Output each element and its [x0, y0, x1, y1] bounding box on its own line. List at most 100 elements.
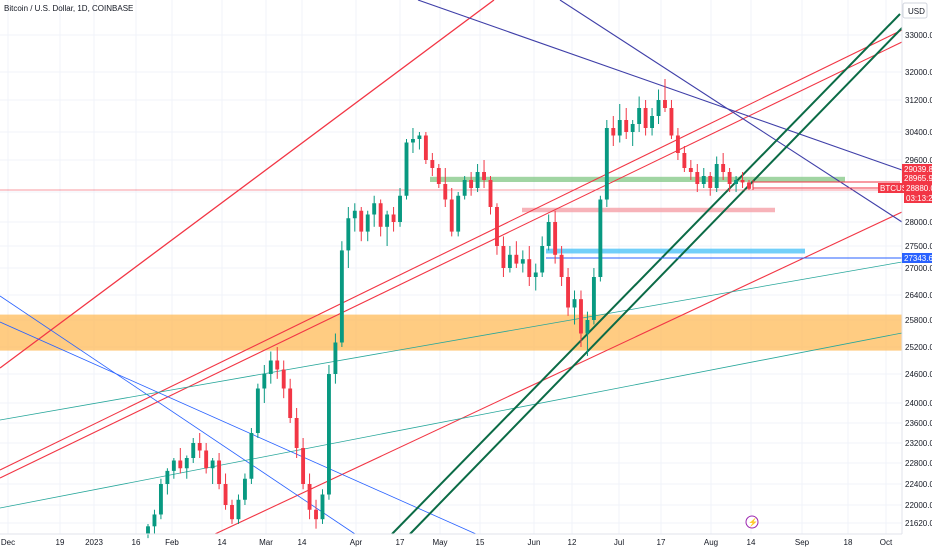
- candle[interactable]: [546, 214, 551, 251]
- candle[interactable]: [165, 468, 170, 495]
- green-thin-lower[interactable]: [0, 332, 903, 509]
- candle[interactable]: [158, 478, 163, 520]
- candle[interactable]: [301, 438, 306, 490]
- candle[interactable]: [482, 160, 486, 188]
- candle[interactable]: [307, 473, 312, 520]
- candle[interactable]: [501, 236, 506, 277]
- candle[interactable]: [411, 128, 415, 153]
- time-axis[interactable]: Dec 19 2023 16 Feb 14 Mar 14 Apr 17 May 15 Jun 12 Jul 1…: [0, 533, 902, 547]
- candle[interactable]: [598, 195, 603, 282]
- candle[interactable]: [449, 188, 454, 237]
- blue-downtrend-2[interactable]: [0, 321, 477, 535]
- candle[interactable]: [643, 100, 648, 136]
- candle[interactable]: [320, 489, 325, 524]
- candle[interactable]: [230, 499, 234, 524]
- candle[interactable]: [281, 360, 286, 399]
- candle[interactable]: [443, 168, 448, 207]
- candle[interactable]: [152, 509, 157, 534]
- candle[interactable]: [223, 473, 228, 510]
- candle[interactable]: [675, 128, 680, 160]
- candle[interactable]: [585, 311, 590, 356]
- candle[interactable]: [727, 168, 732, 192]
- event-marker[interactable]: ⚡: [745, 515, 759, 529]
- price-axis[interactable]: 33000.00 32000.00 31200.00 30400.00 29600.00…: [901, 0, 932, 550]
- candle[interactable]: [540, 236, 545, 277]
- candle[interactable]: [617, 104, 622, 143]
- currency-button[interactable]: USD: [902, 2, 928, 19]
- candle[interactable]: [430, 153, 435, 176]
- candle[interactable]: [262, 365, 267, 403]
- candle[interactable]: [663, 79, 667, 112]
- candle[interactable]: [572, 290, 577, 325]
- candle[interactable]: [294, 408, 299, 458]
- candle[interactable]: [236, 494, 241, 524]
- candle[interactable]: [171, 458, 176, 479]
- candle[interactable]: [559, 246, 564, 286]
- candle[interactable]: [637, 96, 642, 133]
- red-channel-mid-2[interactable]: [0, 41, 903, 479]
- candle[interactable]: [611, 116, 616, 146]
- candle[interactable]: [533, 263, 538, 291]
- candle[interactable]: [178, 448, 183, 474]
- candle[interactable]: [184, 455, 189, 479]
- candle[interactable]: [197, 433, 202, 458]
- candle[interactable]: [701, 168, 706, 188]
- candle[interactable]: [372, 195, 377, 227]
- candle[interactable]: [327, 365, 331, 500]
- candle[interactable]: [242, 473, 247, 506]
- candle[interactable]: [650, 108, 655, 136]
- pink-zone[interactable]: [522, 207, 775, 213]
- candle[interactable]: [566, 268, 570, 316]
- candle[interactable]: [507, 246, 512, 273]
- green-bold-2[interactable]: [409, 27, 903, 535]
- candle[interactable]: [591, 268, 596, 325]
- candle[interactable]: [204, 443, 209, 474]
- candle[interactable]: [436, 164, 441, 188]
- green-thin-upper[interactable]: [0, 261, 903, 421]
- candle[interactable]: [630, 120, 635, 146]
- candle[interactable]: [714, 156, 719, 193]
- candle[interactable]: [346, 207, 351, 268]
- blue-zone[interactable]: [546, 248, 805, 254]
- green-zone[interactable]: [430, 176, 845, 182]
- candle[interactable]: [579, 290, 583, 348]
- candle[interactable]: [747, 180, 751, 190]
- candle[interactable]: [682, 146, 687, 172]
- candle[interactable]: [495, 203, 499, 255]
- candle[interactable]: [333, 333, 338, 384]
- candle[interactable]: [210, 458, 215, 484]
- candle[interactable]: [514, 241, 519, 268]
- candle[interactable]: [688, 160, 693, 180]
- candle[interactable]: [249, 428, 254, 484]
- candle[interactable]: [365, 210, 370, 242]
- candle[interactable]: [391, 207, 396, 232]
- candle[interactable]: [462, 176, 467, 200]
- red-channel-upper[interactable]: [0, 0, 495, 369]
- candle[interactable]: [404, 139, 409, 200]
- candle[interactable]: [255, 383, 260, 438]
- candle[interactable]: [378, 199, 383, 237]
- candle[interactable]: [527, 246, 532, 286]
- candle[interactable]: [359, 207, 364, 242]
- candle[interactable]: [488, 176, 493, 215]
- candle[interactable]: [740, 172, 745, 188]
- candle[interactable]: [475, 164, 480, 192]
- candle[interactable]: [275, 347, 280, 379]
- candle[interactable]: [288, 378, 293, 423]
- candle[interactable]: [656, 89, 661, 125]
- candle[interactable]: [520, 250, 525, 273]
- candle[interactable]: [217, 453, 222, 490]
- candle[interactable]: [146, 523, 150, 539]
- candle[interactable]: [721, 153, 726, 180]
- navy-downtrend-2[interactable]: [559, 0, 903, 223]
- candle[interactable]: [553, 210, 558, 264]
- candle[interactable]: [191, 438, 196, 463]
- candle[interactable]: [734, 176, 739, 192]
- candle[interactable]: [624, 108, 629, 139]
- candle[interactable]: [385, 210, 390, 246]
- candle[interactable]: [268, 351, 273, 384]
- green-bold-1[interactable]: [391, 13, 901, 535]
- candle[interactable]: [339, 241, 344, 347]
